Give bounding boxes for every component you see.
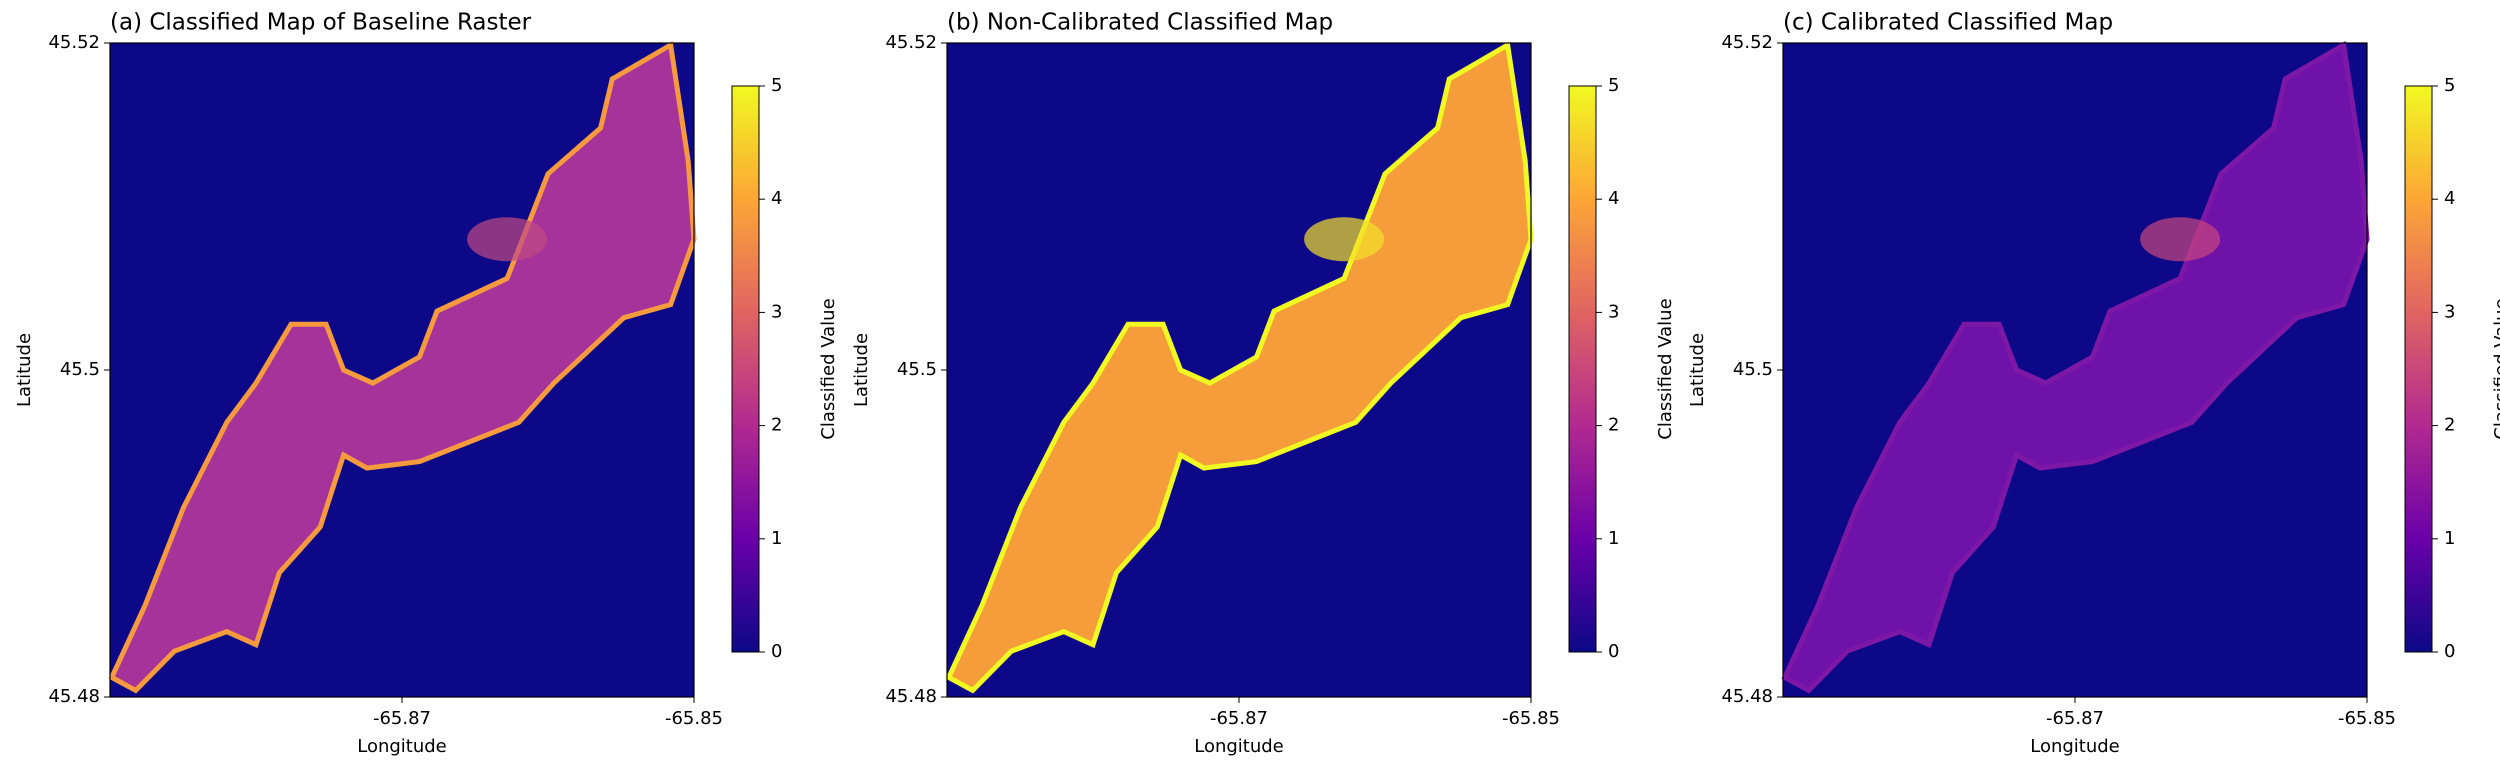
y-tick-label: 45.52 xyxy=(1721,32,1773,53)
colorbar-tick-label: 0 xyxy=(771,641,782,662)
colorbar xyxy=(2404,85,2433,653)
raster-patch xyxy=(467,217,548,262)
y-axis-label: Latitude xyxy=(851,333,872,407)
x-tick-label: -65.85 xyxy=(2338,708,2396,729)
colorbar-label: Classified Value xyxy=(1655,298,1676,439)
colorbar xyxy=(1568,85,1597,653)
colorbar-tick-label: 3 xyxy=(2444,301,2455,322)
colorbar-tick-label: 1 xyxy=(771,528,782,549)
colorbar-label: Classified Value xyxy=(2491,298,2500,439)
y-axis-label: Latitude xyxy=(14,333,35,407)
y-tick-label: 45.48 xyxy=(885,686,937,707)
chart-title: (c) Calibrated Classified Map xyxy=(1783,10,2113,36)
y-tick-label: 45.48 xyxy=(48,686,100,707)
raster-patch xyxy=(2140,217,2221,262)
x-tick-label: -65.87 xyxy=(373,708,431,729)
y-tick-label: 45.48 xyxy=(1721,686,1773,707)
colorbar-tick-label: 4 xyxy=(2444,188,2455,209)
y-tick-label: 45.5 xyxy=(897,359,937,380)
raster-patch xyxy=(1304,217,1385,262)
colorbar-tick-label: 3 xyxy=(1608,301,1619,322)
colorbar-tick-label: 1 xyxy=(2444,528,2455,549)
x-axis-label: Longitude xyxy=(2030,736,2120,757)
x-tick-label: -65.87 xyxy=(2046,708,2104,729)
colorbar-tick-label: 2 xyxy=(771,415,782,436)
x-tick-label: -65.85 xyxy=(665,708,723,729)
raster-region xyxy=(1781,40,2370,694)
x-axis-label: Longitude xyxy=(357,736,447,757)
y-tick-label: 45.5 xyxy=(1733,359,1773,380)
colorbar-tick-label: 5 xyxy=(2444,75,2455,96)
chart-title: (b) Non-Calibrated Classified Map xyxy=(947,10,1333,36)
raster-region xyxy=(945,40,1534,694)
y-tick-label: 45.5 xyxy=(60,359,100,380)
chart-title: (a) Classified Map of Baseline Raster xyxy=(110,10,532,36)
colorbar-tick-label: 4 xyxy=(1608,188,1619,209)
colorbar-tick-label: 3 xyxy=(771,301,782,322)
x-tick-label: -65.87 xyxy=(1210,708,1268,729)
colorbar-tick-label: 4 xyxy=(771,188,782,209)
colorbar-tick-label: 2 xyxy=(2444,415,2455,436)
colorbar-tick-label: 5 xyxy=(771,75,782,96)
colorbar-tick-label: 5 xyxy=(1608,75,1619,96)
raster-region xyxy=(108,40,697,694)
y-tick-label: 45.52 xyxy=(48,32,100,53)
y-tick-label: 45.52 xyxy=(885,32,937,53)
colorbar-tick-label: 2 xyxy=(1608,415,1619,436)
colorbar-tick-label: 0 xyxy=(1608,641,1619,662)
x-axis-label: Longitude xyxy=(1194,736,1284,757)
colorbar-label: Classified Value xyxy=(818,298,839,439)
colorbar-tick-label: 1 xyxy=(1608,528,1619,549)
colorbar-tick-label: 0 xyxy=(2444,641,2455,662)
colorbar xyxy=(731,85,760,653)
x-tick-label: -65.85 xyxy=(1502,708,1560,729)
y-axis-label: Latitude xyxy=(1687,333,1708,407)
